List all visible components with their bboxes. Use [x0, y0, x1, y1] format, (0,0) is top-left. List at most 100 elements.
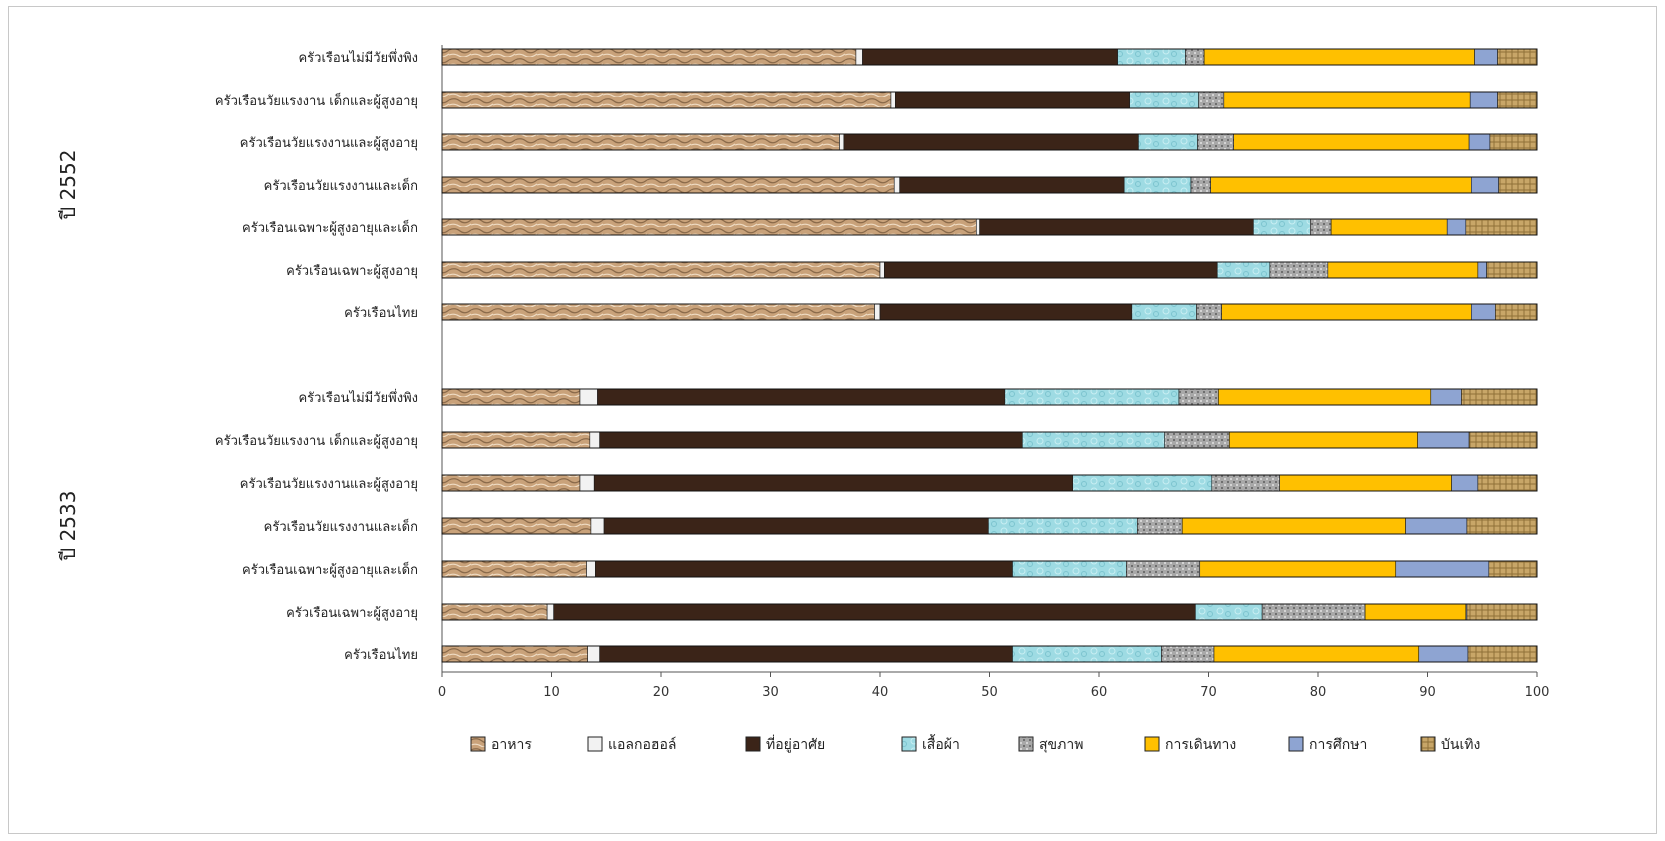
legend-label: แอลกอฮอล์ — [608, 736, 676, 753]
bar-segment-ที่อยู่อาศัย — [603, 517, 989, 535]
bar-segment-บันเทิง — [1466, 603, 1538, 621]
bar-segment-อาหาร — [441, 388, 581, 406]
bar-outline — [441, 474, 1538, 492]
bar-segment-เสื้อผ้า — [1129, 91, 1199, 109]
legend: อาหาร แอลกอฮอล์ ที่อยู่อาศัย เสื้อผ้า สุขภาพ… — [470, 734, 1480, 753]
bar-segment-ที่อยู่อาศัย — [599, 431, 1023, 449]
bar-segment-การเดินทาง — [1199, 560, 1397, 578]
bar-segment-การศึกษา — [1418, 645, 1469, 663]
bar-segment-สุขภาพ — [1185, 48, 1205, 66]
bar-segment-แอลกอฮอล์ — [587, 645, 600, 663]
bar-segment-แอลกอฮอล์ — [855, 48, 863, 66]
bar-segment-การศึกษา — [1395, 560, 1490, 578]
bar-segment-การเดินทาง — [1327, 261, 1479, 279]
bar-outline — [441, 303, 1538, 321]
bar-segment-เสื้อผ้า — [1195, 603, 1263, 621]
bar-segment-การเดินทาง — [1203, 48, 1475, 66]
bar-segment-อาหาร — [441, 645, 588, 663]
bar-segment-อาหาร — [441, 48, 857, 66]
category-label: ครัวเรือนวัยแรงงาน เด็กและผู้สูงอายุ — [215, 431, 418, 449]
bar-segment-ที่อยู่อาศัย — [553, 603, 1196, 621]
legend-swatch-ที่อยู่อาศัย — [745, 736, 761, 752]
bar-segment-อาหาร — [441, 133, 840, 151]
legend-swatch-บันเทิง — [1420, 736, 1436, 752]
bar-outline — [441, 91, 1538, 109]
x-tick-label: 60 — [1091, 685, 1108, 700]
legend-label: การเดินทาง — [1165, 737, 1236, 753]
category-label: ครัวเรือนวัยแรงงานและผู้สูงอายุ — [240, 135, 418, 151]
bar-segment-เสื้อผ้า — [1216, 261, 1271, 279]
bar-segment-เสื้อผ้า — [988, 517, 1138, 535]
bar-segment-อาหาร — [441, 176, 895, 194]
bar-segment-แอลกอฮอล์ — [874, 303, 881, 321]
bar-segment-การเดินทาง — [1233, 133, 1470, 151]
axis-layer: 0 10 20 30 40 50 60 70 80 90 100 — [438, 45, 1550, 700]
bar-segment-แอลกอฮอล์ — [546, 603, 554, 621]
bar-segment-การศึกษา — [1471, 176, 1499, 194]
bar-segment-ที่อยู่อาศัย — [597, 388, 1006, 406]
bar-segment-ที่อยู่อาศัย — [862, 48, 1118, 66]
category-label: ครัวเรือนไทย — [344, 647, 418, 663]
bar-segment-เสื้อผ้า — [1131, 303, 1197, 321]
bar-segment-อาหาร — [441, 91, 892, 109]
bar-segment-สุขภาพ — [1126, 560, 1201, 578]
bar-segment-การเดินทาง — [1279, 474, 1452, 492]
bar-segment-ที่อยู่อาศัย — [593, 474, 1074, 492]
bar-segment-อาหาร — [441, 303, 875, 321]
chart-frame: 0 10 20 30 40 50 60 70 80 90 100 ครัวเรือนไม่มีวัย… — [8, 6, 1657, 834]
bar-segment-เสื้อผ้า — [1123, 176, 1192, 194]
bar-segment-แอลกอฮอล์ — [579, 474, 595, 492]
category-label: ครัวเรือนเฉพาะผู้สูงอายุ — [286, 263, 418, 279]
bar-segment-การศึกษา — [1474, 48, 1498, 66]
bar-segment-สุขภาพ — [1178, 388, 1219, 406]
bar-segment-การเดินทาง — [1221, 303, 1472, 321]
bar-segment-สุขภาพ — [1197, 133, 1234, 151]
bar-segment-การเดินทาง — [1229, 431, 1418, 449]
bar-segment-ที่อยู่อาศัย — [895, 91, 1130, 109]
bar-segment-อาหาร — [441, 517, 592, 535]
category-label: ครัวเรือนเฉพาะผู้สูงอายุและเด็ก — [242, 218, 418, 236]
bar-segment-สุขภาพ — [1261, 603, 1366, 621]
bar-segment-การศึกษา — [1477, 261, 1487, 279]
bar-segment-แอลกอฮอล์ — [879, 261, 885, 279]
bar-segment-การศึกษา — [1471, 303, 1496, 321]
bar-segment-ที่อยู่อาศัย — [899, 176, 1125, 194]
x-tick-label: 0 — [438, 685, 446, 700]
legend-swatch-อาหาร — [470, 736, 486, 752]
labels-layer: ครัวเรือนไม่มีวัยพึ่งพิงครัวเรือนวัยแรงง… — [56, 49, 418, 663]
bar-outline — [441, 176, 1538, 194]
bar-segment-เสื้อผ้า — [1117, 48, 1186, 66]
category-label: ครัวเรือนวัยแรงงานและเด็ก — [264, 176, 418, 194]
x-tick-label: 90 — [1419, 685, 1436, 700]
legend-label: ที่อยู่อาศัย — [766, 735, 825, 753]
legend-label: เสื้อผ้า — [922, 734, 960, 753]
bar-segment-แอลกอฮอล์ — [586, 560, 596, 578]
bar-segment-อาหาร — [441, 560, 587, 578]
bar-segment-การเดินทาง — [1330, 218, 1448, 236]
bar-segment-อาหาร — [441, 431, 591, 449]
bar-segment-สุขภาพ — [1269, 261, 1329, 279]
bar-segment-แอลกอฮอล์ — [893, 176, 901, 194]
x-tick-label: 100 — [1525, 685, 1550, 700]
bar-outline — [441, 133, 1538, 151]
bar-segment-บันเทิง — [1466, 517, 1538, 535]
bar-segment-บันเทิง — [1468, 431, 1538, 449]
bar-segment-การศึกษา — [1417, 431, 1470, 449]
bar-segment-แอลกอฮอล์ — [890, 91, 896, 109]
bar-segment-ที่อยู่อาศัย — [599, 645, 1013, 663]
category-label: ครัวเรือนเฉพาะผู้สูงอายุและเด็ก — [242, 560, 418, 578]
bar-segment-เสื้อผ้า — [1004, 388, 1180, 406]
bar-segment-การศึกษา — [1405, 517, 1468, 535]
bar-segment-บันเทิง — [1495, 303, 1538, 321]
group-label: ปี 2552 — [56, 150, 80, 220]
bar-outline — [441, 218, 1538, 236]
bar-segment-การเดินทาง — [1181, 517, 1406, 535]
bar-outline — [441, 603, 1538, 621]
bar-segment-ที่อยู่อาศัย — [594, 560, 1013, 578]
bar-segment-การเดินทาง — [1364, 603, 1467, 621]
bar-segment-อาหาร — [441, 474, 581, 492]
x-tick-label: 50 — [981, 685, 998, 700]
bar-outline — [441, 48, 1538, 66]
bar-segment-การศึกษา — [1469, 91, 1498, 109]
bar-segment-เสื้อผ้า — [1138, 133, 1198, 151]
